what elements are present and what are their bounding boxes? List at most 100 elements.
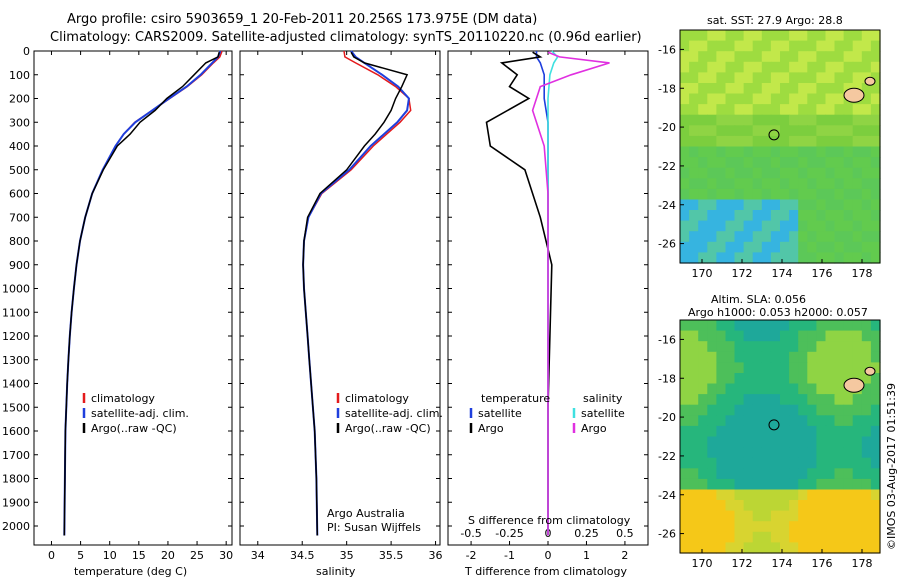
sla-map-cell — [834, 542, 845, 554]
sla-map-cell — [716, 320, 727, 332]
sal-x-tick-label: 36 — [429, 549, 443, 562]
sla-map-cell — [698, 521, 708, 533]
diff-legend-temp-title: temperature — [481, 392, 550, 405]
sla-map-cell — [807, 373, 817, 385]
sla-map-cell — [689, 362, 699, 374]
sst-map-cell — [843, 125, 854, 137]
sst-map-cell — [725, 157, 736, 169]
sst-map-cell — [870, 83, 881, 95]
sla-map-cell — [689, 542, 699, 554]
sla-map-cell — [870, 383, 881, 395]
sla-map-cell — [789, 457, 799, 469]
sst-map-cell — [807, 252, 817, 264]
sst-map-cell — [798, 104, 808, 116]
sla-map-cell — [689, 531, 699, 543]
sst-map-cell — [770, 252, 781, 264]
sst-map-cell — [789, 167, 799, 179]
sla-map-cell — [807, 330, 817, 342]
sla-map-cell — [861, 531, 872, 543]
sst-map-cell — [689, 40, 699, 52]
sst-map-cell — [716, 241, 727, 253]
sst-map-cell — [816, 114, 827, 126]
sla-map-cell — [689, 383, 699, 395]
tdiff-x-tick-label: -2 — [466, 549, 477, 562]
sla-map-cell — [752, 351, 763, 363]
sst-map-cell — [734, 210, 745, 222]
sla-map-cell — [780, 362, 790, 374]
sla-map-cell — [761, 404, 772, 416]
sla-map-cell — [789, 330, 799, 342]
sla-map-cell — [698, 436, 708, 448]
sst-map-cell — [852, 252, 863, 264]
depth-tick-label: 800 — [9, 235, 30, 248]
sla-map-cell — [734, 521, 745, 533]
sla-map-cell — [843, 394, 854, 406]
sst-map-cell — [798, 178, 808, 190]
sla-map-cell — [770, 415, 781, 427]
sla-map-cell — [789, 341, 799, 353]
sst-map-cell — [743, 252, 754, 264]
sst-map-cell — [834, 83, 845, 95]
sst-map-cell — [707, 146, 717, 158]
sst-map-island — [843, 87, 865, 103]
sst-map-cell — [780, 93, 790, 105]
sal-x-tick-label: 34 — [251, 549, 265, 562]
sla-map-cell — [798, 320, 808, 332]
sst-map-cell — [716, 61, 727, 73]
sla-map-cell — [870, 404, 881, 416]
sdiff-top-tick-label: 0.25 — [574, 527, 599, 540]
sst-map-cell — [780, 30, 790, 42]
sla-map-cell — [752, 447, 763, 459]
sst-map-cell — [752, 93, 763, 105]
sst-map-title: sat. SST: 27.9 Argo: 28.8 — [707, 14, 843, 27]
sla-map-cell — [816, 500, 827, 512]
sla-map-cell — [780, 373, 790, 385]
sst-map-cell — [816, 30, 827, 42]
diff-top-xlabel: S difference from climatology — [468, 514, 631, 527]
sst-map-cell — [852, 167, 863, 179]
sla-map-cell — [825, 425, 836, 438]
sla-map-cell — [843, 415, 854, 427]
sst-map-cell — [743, 40, 754, 52]
sal-x-tick-label: 35.5 — [379, 549, 404, 562]
sla-map-cell — [870, 394, 881, 406]
sst-map-cell — [870, 220, 881, 232]
sla-map-cell — [707, 394, 717, 406]
sst-map-cell — [716, 30, 727, 42]
sst-map-cell — [743, 231, 754, 243]
sla-map-cell — [852, 531, 863, 543]
sst-map-cell — [752, 241, 763, 253]
sst-map-cell — [698, 83, 708, 95]
sla-map-cell — [752, 394, 763, 406]
sla-map-cell — [725, 394, 736, 406]
sst-map-cell — [798, 146, 808, 158]
sla-map-cell — [752, 362, 763, 374]
sst-map-cell — [798, 93, 808, 105]
sst-map-cell — [707, 199, 717, 211]
sst-map-cell — [798, 231, 808, 243]
sst-map-cell — [761, 210, 772, 222]
sla-map-cell — [825, 415, 836, 427]
sla-map-cell — [861, 457, 872, 469]
sla-map-cell — [861, 500, 872, 512]
sst-map-cell — [761, 93, 772, 105]
sla-map-cell — [807, 531, 817, 543]
sla-map-cell — [807, 489, 817, 501]
sst-map-ytick-label: -26 — [658, 238, 676, 251]
sla-map-cell — [870, 500, 881, 512]
sla-map-cell — [825, 510, 836, 522]
sst-map-cell — [807, 104, 817, 116]
sst-map-cell — [698, 241, 708, 253]
sst-map-cell — [861, 231, 872, 243]
sst-map-cell — [816, 220, 827, 232]
sla-map-cell — [698, 500, 708, 512]
sst-map-cell — [843, 61, 854, 73]
sla-map-cell — [734, 373, 745, 385]
sla-map-cell — [834, 373, 845, 385]
sla-map-cell — [861, 415, 872, 427]
sst-map-cell — [870, 93, 881, 105]
sla-map-cell — [843, 542, 854, 554]
sst-map-cell — [752, 146, 763, 158]
sst-map-cell — [734, 72, 745, 84]
sla-map-ytick-label: -16 — [658, 333, 676, 346]
